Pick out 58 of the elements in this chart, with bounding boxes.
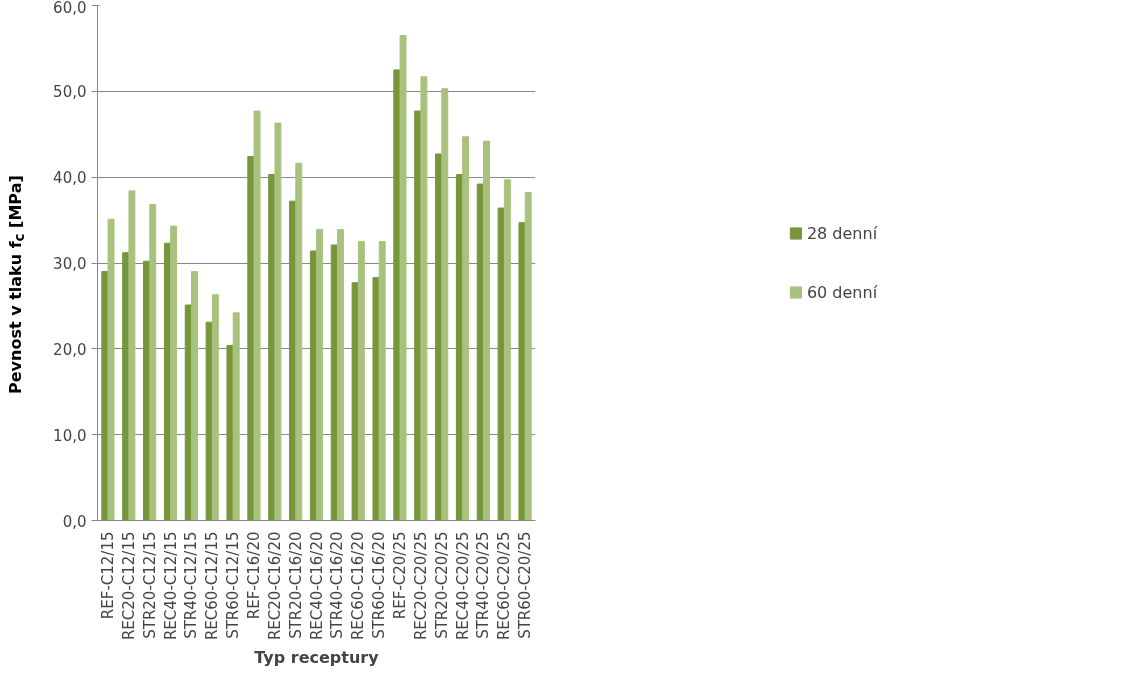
- x-tick-label: REC20-C16/20: [265, 531, 284, 641]
- bar: [149, 204, 157, 521]
- bar: [462, 136, 470, 521]
- x-tick-label: REC20-C12/15: [119, 531, 138, 641]
- y-tick-label: 40,0: [53, 169, 87, 188]
- x-tick-label: STR60-C12/15: [224, 531, 243, 639]
- x-tick-label: REC40-C12/15: [161, 531, 180, 641]
- x-tick-label: STR20-C12/15: [140, 531, 159, 639]
- bar: [295, 162, 303, 521]
- x-tick-label: REF-C16/20: [244, 531, 263, 620]
- bar: [399, 35, 407, 521]
- bar: [191, 271, 198, 521]
- x-tick-label: STR40-C20/25: [474, 531, 493, 639]
- x-axis-title: Typ receptury: [254, 648, 380, 668]
- bar: [483, 140, 490, 521]
- legend-label: 60 denní: [806, 282, 878, 302]
- legend-label: 28 denní: [806, 223, 878, 243]
- x-tick-label: STR20-C20/25: [432, 531, 451, 639]
- bar: [226, 344, 234, 521]
- bar: [337, 229, 344, 521]
- x-tick-label: REC60-C16/20: [349, 531, 368, 641]
- bar: [351, 282, 359, 521]
- bar: [128, 190, 136, 521]
- x-tick-label: REF-C20/25: [390, 531, 409, 620]
- y-tick-label: 0,0: [62, 512, 87, 531]
- x-tick-label: STR20-C16/20: [286, 531, 305, 639]
- bar: [441, 88, 449, 521]
- bar: [232, 312, 240, 521]
- y-tick-label: 20,0: [53, 340, 87, 359]
- x-tick-label: REC40-C16/20: [307, 531, 326, 641]
- bar: [253, 110, 261, 521]
- x-tick-label: STR60-C16/20: [370, 531, 389, 639]
- y-tick-label: 10,0: [53, 426, 87, 445]
- x-tick-label: STR60-C20/25: [516, 531, 535, 639]
- x-tick-label: REC20-C20/25: [411, 531, 430, 641]
- x-tick-label: REC60-C12/15: [203, 531, 222, 641]
- x-tick-label: STR40-C16/20: [328, 531, 347, 639]
- bar: [170, 225, 178, 521]
- bar: [497, 207, 505, 521]
- bar: [274, 122, 282, 521]
- bar: [524, 192, 532, 521]
- y-tick-label: 60,0: [53, 0, 87, 17]
- y-tick-label: 50,0: [53, 83, 87, 102]
- bar: [503, 179, 511, 521]
- bar: [357, 241, 365, 521]
- bar: [316, 229, 324, 521]
- x-tick-label: REC40-C20/25: [453, 531, 472, 641]
- x-tick-label: REC60-C20/25: [495, 531, 514, 641]
- bar: [372, 277, 380, 521]
- bar: [378, 241, 386, 521]
- x-tick-label: REF-C12/15: [98, 531, 117, 620]
- bar: [205, 321, 213, 521]
- bar: [518, 222, 526, 521]
- x-tick-label: STR40-C12/15: [182, 531, 201, 639]
- bar: [420, 76, 428, 521]
- bar: [211, 294, 219, 521]
- bar: [107, 218, 115, 521]
- y-tick-label: 30,0: [53, 255, 87, 273]
